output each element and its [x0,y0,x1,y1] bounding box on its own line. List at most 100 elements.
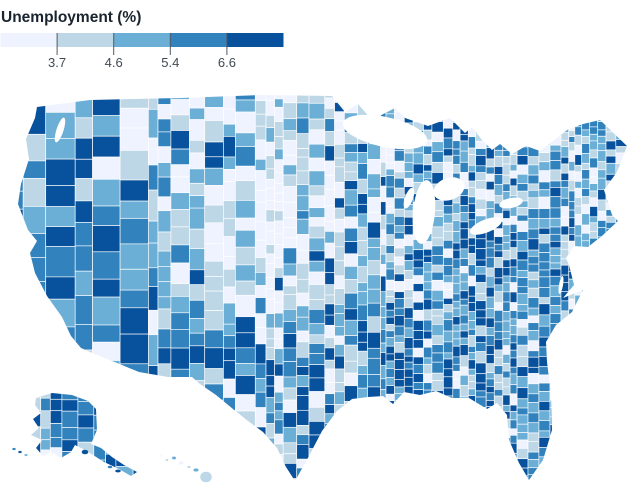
county-shape [452,213,461,221]
county-shape [274,136,284,150]
county-shape [509,478,518,481]
county-shape [18,162,24,192]
county-shape [296,409,310,426]
county-shape [527,263,540,273]
county-shape [385,429,395,442]
county-shape [538,314,551,327]
legend-swatch [226,33,284,47]
county-shape [254,447,267,461]
county-shape [443,107,454,119]
county-shape [394,315,405,327]
county-shape [431,344,444,354]
county-shape [274,257,284,269]
county-shape [467,374,476,382]
county-shape [538,471,551,479]
county-shape [235,444,256,458]
county-shape [132,417,137,431]
county-shape [597,260,607,272]
county-shape [493,338,504,351]
county-shape [94,478,106,480]
county-shape [516,220,529,232]
county-shape [443,289,454,299]
county-shape [574,103,583,112]
county-shape [282,412,298,428]
county-shape [357,410,368,427]
county-shape [223,123,236,137]
county-shape [493,389,504,397]
county-shape [560,364,570,374]
county-shape [265,412,275,424]
county-shape [357,152,368,164]
county-shape [560,180,570,188]
county-shape [18,114,24,146]
county-shape [493,395,504,408]
county-shape [597,121,607,131]
county-shape [204,120,224,143]
county-shape [589,140,599,151]
county-shape [467,186,476,198]
county-shape [467,368,476,376]
county-shape [423,338,433,348]
county-shape [431,162,444,173]
county-shape [509,366,518,375]
county-shape [538,382,551,392]
county-shape [412,291,424,303]
county-shape [431,478,444,481]
county-shape [605,275,617,284]
county-shape [467,136,476,149]
county-shape [412,444,424,454]
county-shape [549,95,562,105]
county-shape [475,98,487,107]
county-shape [119,127,149,151]
county-shape [324,467,335,481]
county-shape [459,238,469,250]
county-shape [527,255,540,265]
county-shape [308,217,326,227]
county-shape [324,438,335,455]
county-shape [516,259,529,271]
county-shape [560,474,570,481]
county-shape [344,360,359,374]
county-shape [503,88,510,94]
county-shape [18,190,24,210]
county-shape [157,391,172,409]
county-shape [485,286,495,298]
county-shape [581,129,591,137]
county-shape [502,156,511,165]
county-shape [157,363,172,381]
county-shape [380,306,387,318]
county-shape [45,298,76,328]
county-shape [334,181,345,199]
county-shape [475,362,487,375]
county-shape [502,404,511,412]
county-shape [170,262,190,285]
county-shape [170,431,190,446]
county-shape [574,322,583,332]
county-shape [380,161,387,177]
county-shape [452,202,461,214]
county-shape [538,218,551,229]
county-shape [274,182,284,194]
county-shape [485,433,495,446]
county-shape [308,170,326,187]
county-shape [412,452,424,464]
county-shape [502,267,511,277]
county-shape [459,272,469,283]
county-shape [568,170,576,181]
county-shape [148,423,159,443]
county-shape [254,113,267,127]
county-shape [605,416,617,424]
county-shape [357,341,368,352]
county-shape [527,271,540,281]
county-shape [574,460,583,471]
county-shape [459,113,469,124]
county-shape [452,293,461,302]
county-shape [615,215,627,223]
county-shape [605,318,617,330]
county-shape [634,224,637,233]
county-shape [516,277,529,288]
county-shape [560,132,570,141]
county-shape [324,257,335,274]
county-shape [527,107,540,120]
county-shape [509,453,518,463]
